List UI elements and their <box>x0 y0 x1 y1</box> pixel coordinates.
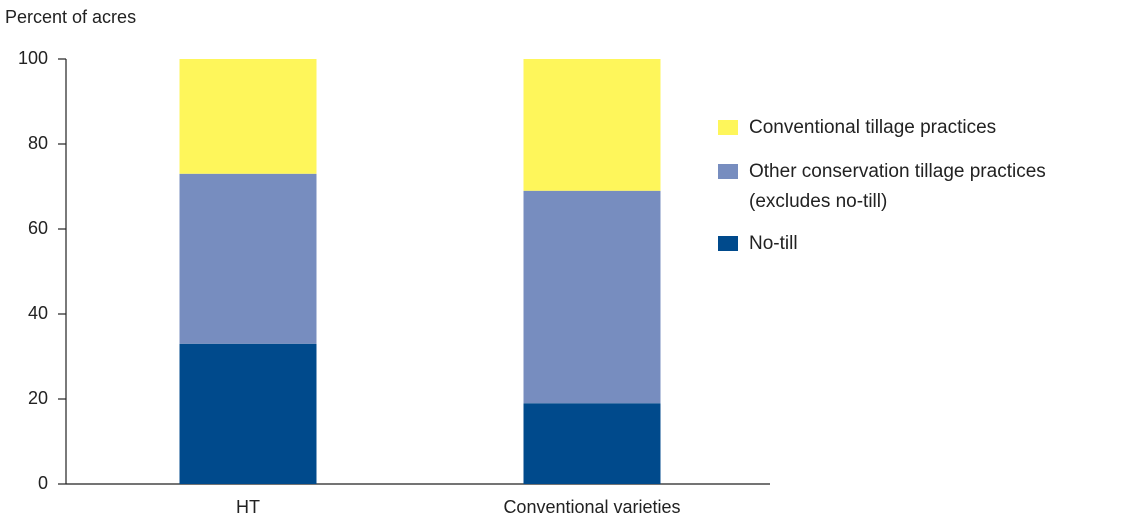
legend-swatch <box>718 236 738 251</box>
bar-segment <box>179 59 317 174</box>
y-axis-label: Percent of acres <box>5 7 136 27</box>
y-tick-label: 20 <box>28 388 48 408</box>
bar-segment <box>179 173 317 344</box>
bar-segment <box>523 403 661 484</box>
bar-segment <box>523 190 661 404</box>
y-tick-label: 40 <box>28 303 48 323</box>
bar-segment <box>179 343 317 484</box>
legend-label: No-till <box>749 233 798 254</box>
y-tick-label: 60 <box>28 218 48 238</box>
legend-entry: Other conservation tillage practices (ex… <box>718 157 1046 217</box>
bar-segment <box>523 59 661 191</box>
y-tick-label: 100 <box>18 48 48 68</box>
legend-label: Conventional tillage practices <box>749 117 997 138</box>
legend-entry: Conventional tillage practices <box>718 113 996 143</box>
x-tick-label: HT <box>236 497 260 517</box>
x-tick-label: Conventional varieties <box>503 497 680 517</box>
legend-swatch <box>718 120 738 135</box>
legend-entry: No-till <box>718 229 798 259</box>
legend-swatch <box>718 164 738 179</box>
y-tick-label: 80 <box>28 133 48 153</box>
y-tick-label: 0 <box>38 473 48 493</box>
legend-label: Other conservation tillage practices (ex… <box>749 161 1046 212</box>
